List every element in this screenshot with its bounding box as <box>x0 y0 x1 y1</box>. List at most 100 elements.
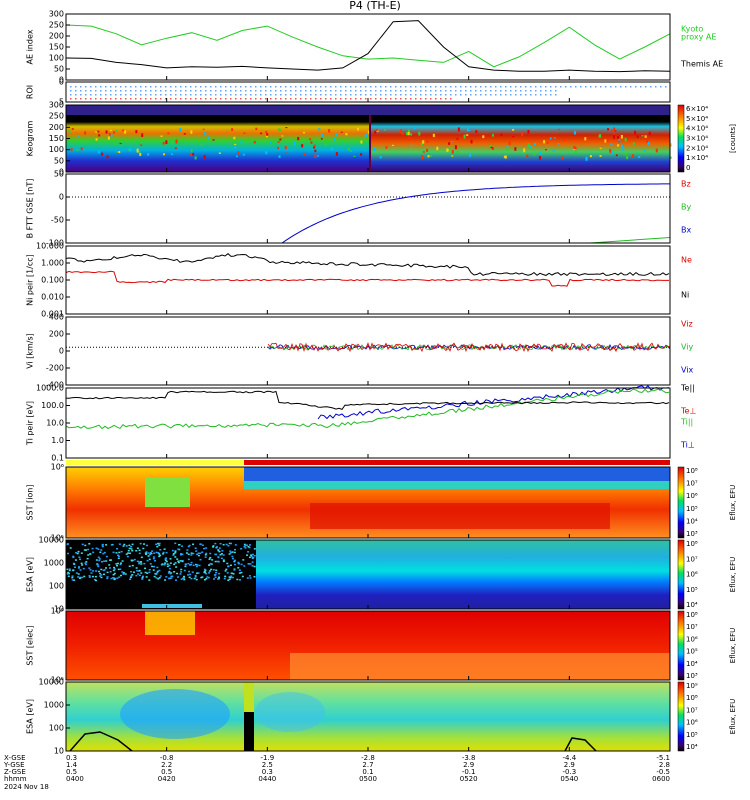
roi-dot <box>345 86 347 88</box>
esa-ion-speck <box>211 559 214 561</box>
keogram-speck <box>413 128 416 130</box>
esa-ion-speck <box>153 575 156 578</box>
keogram-speck <box>265 130 268 133</box>
roi-dot <box>205 98 207 100</box>
roi-dot <box>555 94 557 96</box>
roi-dot <box>460 86 462 88</box>
keogram-speck <box>277 146 280 149</box>
keogram-speck <box>302 131 305 134</box>
roi-dot <box>310 86 312 88</box>
coord-value: -5.1 <box>656 754 670 762</box>
esa-ion-speck <box>118 551 121 554</box>
coord-value: 0.1 <box>362 768 373 776</box>
roi-dot <box>285 98 287 100</box>
keogram-speck <box>468 129 471 132</box>
keogram-speck <box>401 132 404 135</box>
roi-dot <box>95 86 97 88</box>
roi-dot <box>365 86 367 88</box>
keogram-speck <box>641 135 644 137</box>
roi-dot <box>520 94 522 96</box>
roi-dot <box>430 90 432 92</box>
roi-dot <box>425 90 427 92</box>
roi-dot <box>115 86 117 88</box>
esa-ion-speck <box>115 563 118 565</box>
keogram-speck <box>669 156 672 159</box>
esa-ion-speck <box>89 569 92 571</box>
roi-dot <box>290 94 292 96</box>
esa-ion-speck <box>77 567 80 569</box>
roi-dot <box>340 90 342 92</box>
roi-dot <box>160 90 162 92</box>
esa-ion-speck <box>203 568 206 571</box>
roi-dot <box>200 90 202 92</box>
roi-dot <box>265 90 267 92</box>
roi-dot <box>130 86 132 88</box>
roi-dot <box>660 86 662 88</box>
roi-dot <box>305 86 307 88</box>
roi-dot <box>135 94 137 96</box>
roi-dot <box>215 94 217 96</box>
density-legend: Ni <box>681 291 689 300</box>
bfield-ytick-label: 50 <box>54 170 64 179</box>
esa-ion-speck <box>168 570 171 573</box>
esa-ion-speck <box>169 577 172 580</box>
esa-ion-speck <box>79 576 82 579</box>
esa-ion-speck <box>155 577 158 579</box>
esa-ion-speck <box>229 576 232 579</box>
roi-dot <box>260 86 262 88</box>
roi-dot <box>330 86 332 88</box>
keogram-speck <box>521 132 524 136</box>
esa-ion-speck <box>205 552 208 555</box>
esa-ion-speck <box>197 554 200 557</box>
keogram-speck <box>373 147 376 152</box>
esa-ion-speck <box>219 554 222 556</box>
keogram-speck <box>175 139 178 144</box>
esa-ion-speck <box>106 577 109 580</box>
roi-dot <box>355 94 357 96</box>
esa-ion-speck <box>66 573 69 575</box>
keogram-speck <box>109 129 112 132</box>
roi-dot <box>75 90 77 92</box>
esa-ion-speck <box>184 565 187 568</box>
esa-ion-speck <box>78 566 81 568</box>
keogram-speck <box>422 151 425 153</box>
esa-ion-speck <box>148 571 151 574</box>
esa-ion-speck <box>181 553 184 556</box>
esa-ion-speck <box>248 544 251 546</box>
esa-ion-speck <box>86 557 89 560</box>
roi-dot <box>540 94 542 96</box>
roi-dot <box>155 86 157 88</box>
esa-ion-speck <box>187 558 190 561</box>
roi-dot <box>470 86 472 88</box>
esa_elec-cbar-tick: 10⁸ <box>686 694 698 702</box>
time-tick-label: 0420 <box>158 775 176 783</box>
keogram-speck <box>110 133 113 137</box>
keogram-speck <box>553 137 556 139</box>
roi-dot <box>420 98 422 100</box>
roi-dot <box>130 98 132 100</box>
esa-ion-speck <box>190 561 193 564</box>
esa-ion-speck <box>223 577 226 580</box>
esa-ion-speck <box>92 570 95 572</box>
esa-ion-speck <box>136 560 139 563</box>
keogram-speck <box>634 130 637 135</box>
esa-ion-speck <box>67 571 70 574</box>
keogram-speck <box>114 142 117 145</box>
esa-ion-speck <box>220 557 223 560</box>
roi-dot <box>315 98 317 100</box>
esa-ion-speck <box>171 549 174 552</box>
esa-ion-speck <box>222 554 225 556</box>
esa-ion-speck <box>177 561 180 564</box>
esa-ion-speck <box>181 545 184 547</box>
esa-ion-speck <box>164 562 167 564</box>
roi-dot <box>665 86 667 88</box>
esa-ion-speck <box>164 559 167 562</box>
esa-ion-speck <box>210 563 213 565</box>
sst_ion-cbar-tick: 10⁵ <box>686 505 698 513</box>
esa-ion-speck <box>192 552 195 555</box>
keogram-speck <box>68 129 71 131</box>
roi-dot <box>280 94 282 96</box>
roi-dot <box>290 86 292 88</box>
esa-ion-speck <box>105 544 108 546</box>
